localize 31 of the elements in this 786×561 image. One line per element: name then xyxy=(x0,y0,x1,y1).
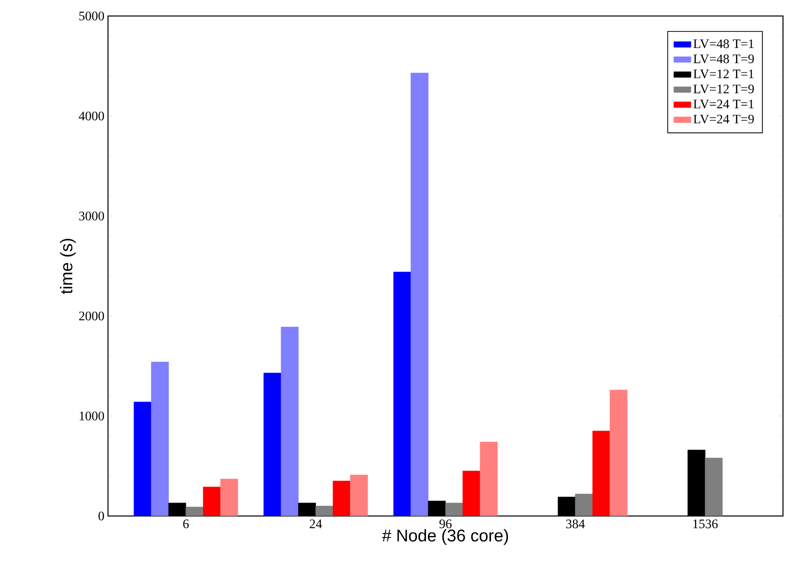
legend-label: LV=48 T=1 xyxy=(693,39,754,48)
legend-label: LV=12 T=9 xyxy=(693,84,754,94)
y-tick-label: 0 xyxy=(98,512,104,520)
legend-label: LV=24 T=9 xyxy=(693,114,754,124)
x-tick-label: 384 xyxy=(566,520,585,528)
bar xyxy=(445,502,464,516)
bar xyxy=(350,474,368,516)
legend-label: LV=12 T=1 xyxy=(693,70,754,78)
x-tick-label: 6 xyxy=(183,520,189,528)
y-tick-label: 1000 xyxy=(80,412,104,420)
x-axis-title: # Node (36 core) xyxy=(382,529,508,545)
bar xyxy=(480,442,498,516)
legend-label: LV=24 T=1 xyxy=(693,100,754,108)
y-tick-label: 4000 xyxy=(78,112,104,120)
bar xyxy=(220,478,238,516)
x-tick-label: 24 xyxy=(310,520,322,528)
bar xyxy=(316,506,334,516)
legend-label: LV=48 T=9 xyxy=(693,54,754,64)
y-tick-label: 3000 xyxy=(79,212,104,220)
x-tick-label: 1536 xyxy=(693,520,718,528)
bar xyxy=(280,326,299,516)
bar xyxy=(151,362,169,516)
bar xyxy=(610,390,628,516)
y-axis-title: time (s) xyxy=(60,238,76,294)
y-tick-label: 2000 xyxy=(79,312,104,320)
y-tick-label: 5000 xyxy=(79,12,104,20)
bar xyxy=(704,458,723,516)
x-tick-label: 96 xyxy=(439,520,452,528)
bar xyxy=(410,72,428,516)
bar xyxy=(186,506,204,516)
bar xyxy=(575,494,593,516)
